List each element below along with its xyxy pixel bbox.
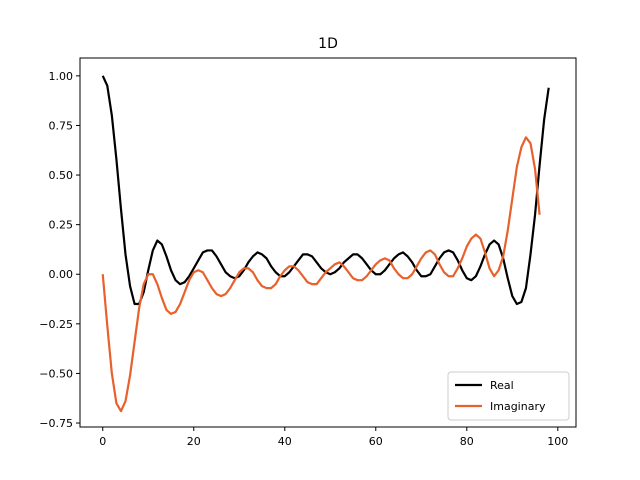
x-tick-label: 40 bbox=[278, 435, 292, 448]
x-tick-label: 20 bbox=[187, 435, 201, 448]
y-tick-label: 1.00 bbox=[49, 70, 74, 83]
y-tick-label: 0.75 bbox=[49, 119, 74, 132]
legend-label-real: Real bbox=[490, 379, 514, 392]
series-line-real bbox=[101, 75, 550, 306]
y-tick-label: −0.50 bbox=[39, 367, 73, 380]
series-line-imaginary bbox=[101, 136, 541, 413]
y-tick-label: −0.25 bbox=[39, 318, 73, 331]
plot-area: 0 20 40 60 80 100 −0.75 −0.50 −0.25 0.00 0.25 0.50 0… bbox=[39, 57, 577, 448]
x-tick-label: 80 bbox=[460, 435, 474, 448]
legend-label-imaginary: Imaginary bbox=[490, 400, 546, 413]
chart-title: 1D bbox=[318, 36, 338, 52]
y-tick-label: 0.00 bbox=[49, 268, 74, 281]
x-tick-label: 0 bbox=[99, 435, 106, 448]
x-tick-label: 60 bbox=[369, 435, 383, 448]
x-tick-label: 100 bbox=[547, 435, 568, 448]
y-tick-label: 0.50 bbox=[49, 169, 74, 182]
y-tick-label: −0.75 bbox=[39, 417, 73, 430]
axes-frame bbox=[79, 57, 577, 428]
y-tick-label: 0.25 bbox=[49, 219, 74, 232]
